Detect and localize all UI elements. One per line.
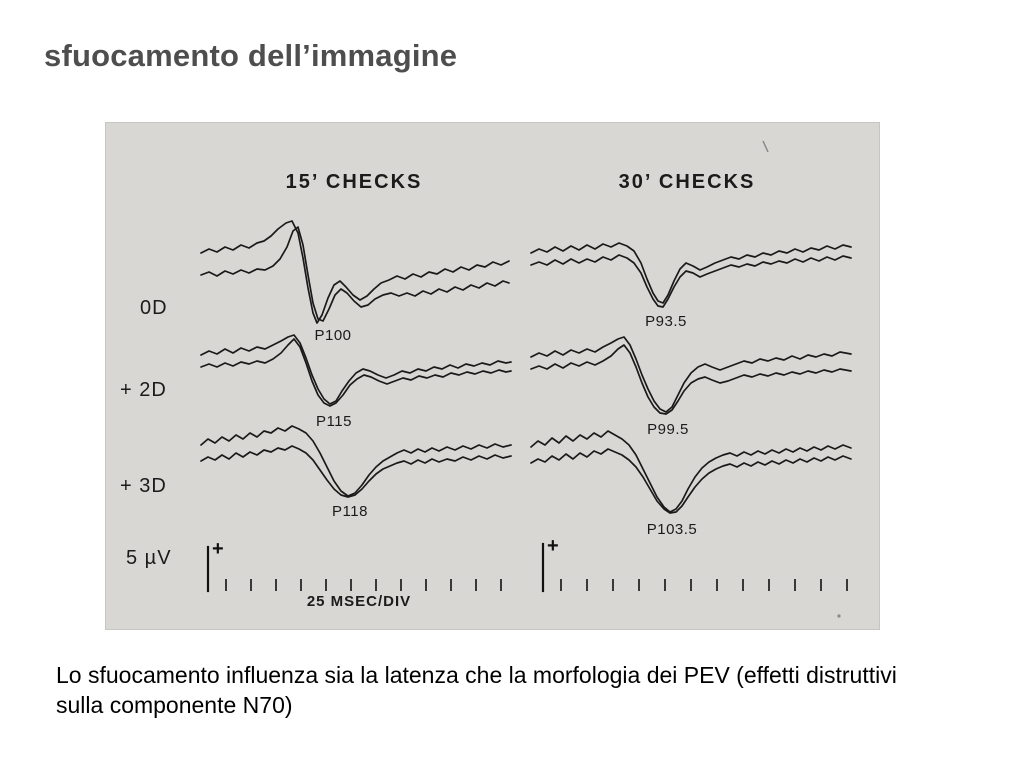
trace-30min-3d-a <box>530 430 852 513</box>
trace-15min-2d-a <box>200 334 512 405</box>
vep-waveforms-svg: + + <box>200 140 852 618</box>
plus-mark-left: + <box>212 538 224 560</box>
row-label-0d: 0D <box>140 297 168 319</box>
trace-30min-0d-b <box>530 254 852 308</box>
trace-30min-2d-a <box>530 336 852 413</box>
column-header-30min: 30’ CHECKS <box>618 171 756 193</box>
time-ticks-left <box>225 579 502 591</box>
peak-label-p93-5: P93.5 <box>645 313 687 330</box>
trace-15min-0d-a <box>200 220 510 324</box>
slide-title: sfuocamento dell’immagine <box>44 38 458 73</box>
trace-15min-0d-b <box>200 226 510 322</box>
row-label-plus3d: + 3D <box>120 475 167 497</box>
scan-artifact-bottom <box>837 614 841 618</box>
column-header-15min: 15’ CHECKS <box>285 171 423 193</box>
plus-mark-right: + <box>547 535 559 557</box>
time-scale-label: 25 MSEC/DIV <box>306 593 412 610</box>
trace-15min-3d-b <box>200 445 512 498</box>
trace-30min-3d-b <box>530 448 852 514</box>
amplitude-scale-label: 5 µV <box>126 547 172 569</box>
peak-label-p115: P115 <box>316 413 352 430</box>
peak-label-p103-5: P103.5 <box>646 521 698 538</box>
trace-30min-0d-a <box>530 242 852 304</box>
peak-label-p100: P100 <box>314 327 352 344</box>
peak-label-p118: P118 <box>332 503 368 520</box>
row-label-plus2d: + 2D <box>120 379 167 401</box>
peak-label-p99-5: P99.5 <box>647 421 689 438</box>
time-ticks-right <box>560 579 848 591</box>
caption-text: Lo sfuocamento influenza sia la latenza … <box>56 662 897 719</box>
trace-15min-3d-a <box>200 425 512 497</box>
trace-30min-2d-b <box>530 344 852 415</box>
scan-artifact-top <box>762 140 769 153</box>
trace-15min-2d-b <box>200 338 512 407</box>
vep-figure: + + 15’ CHECKS 30’ CHECKS 0D + 2D + 3D P… <box>105 122 880 630</box>
